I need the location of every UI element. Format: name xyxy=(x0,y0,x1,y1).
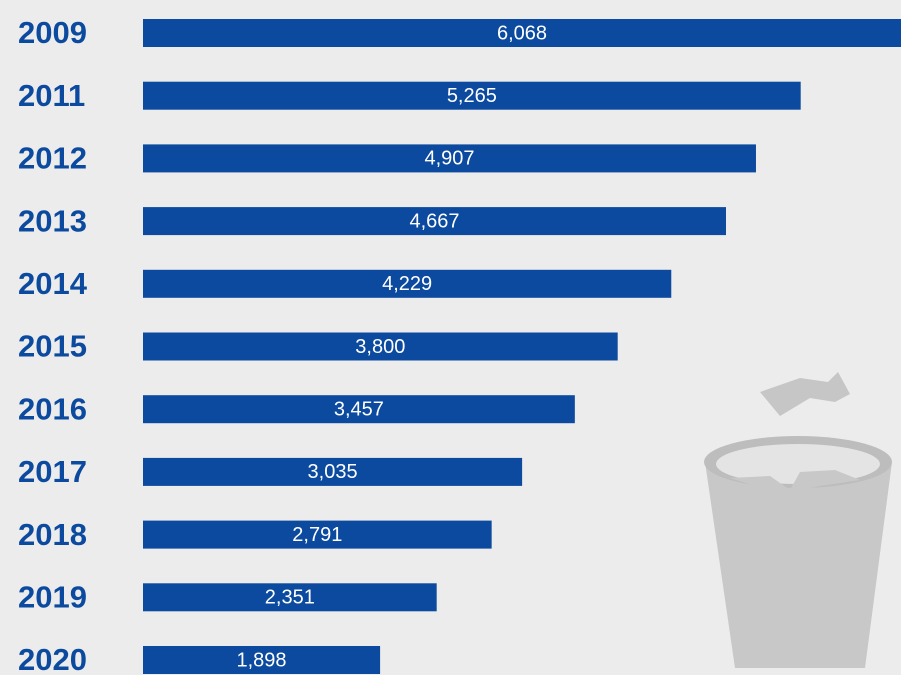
category-label: 2015 xyxy=(18,329,87,364)
trash-paper xyxy=(730,470,860,494)
value-label: 2,791 xyxy=(292,524,342,546)
category-label: 2017 xyxy=(18,454,87,489)
bar xyxy=(143,332,618,361)
value-label: 1,898 xyxy=(237,649,287,671)
category-label: 2009 xyxy=(18,15,87,50)
value-label: 2,351 xyxy=(265,587,315,609)
trash-body xyxy=(705,462,892,668)
paper-ball xyxy=(760,372,850,416)
category-label: 2018 xyxy=(18,517,87,552)
category-label: 2016 xyxy=(18,391,87,426)
category-label: 2012 xyxy=(18,141,87,176)
value-label: 4,907 xyxy=(424,148,474,170)
category-label: 2013 xyxy=(18,203,87,238)
value-label: 3,457 xyxy=(334,398,384,420)
bar xyxy=(143,144,756,173)
category-label: 2011 xyxy=(18,78,85,113)
value-label: 6,068 xyxy=(497,22,547,44)
bar xyxy=(143,207,726,236)
category-label: 2020 xyxy=(18,642,87,675)
value-label: 3,800 xyxy=(355,336,405,358)
bar xyxy=(143,583,437,612)
bar xyxy=(143,19,901,47)
bar xyxy=(143,646,381,674)
bar xyxy=(143,457,523,486)
bar xyxy=(143,269,672,298)
value-label: 5,265 xyxy=(447,85,497,107)
category-label: 2014 xyxy=(18,266,88,301)
bar xyxy=(143,395,575,424)
category-label: 2019 xyxy=(18,579,87,614)
value-label: 4,667 xyxy=(409,210,459,232)
value-label: 3,035 xyxy=(308,461,358,483)
bar xyxy=(143,520,492,549)
value-label: 4,229 xyxy=(382,273,432,295)
trash-can xyxy=(704,372,892,668)
bar xyxy=(143,81,801,110)
